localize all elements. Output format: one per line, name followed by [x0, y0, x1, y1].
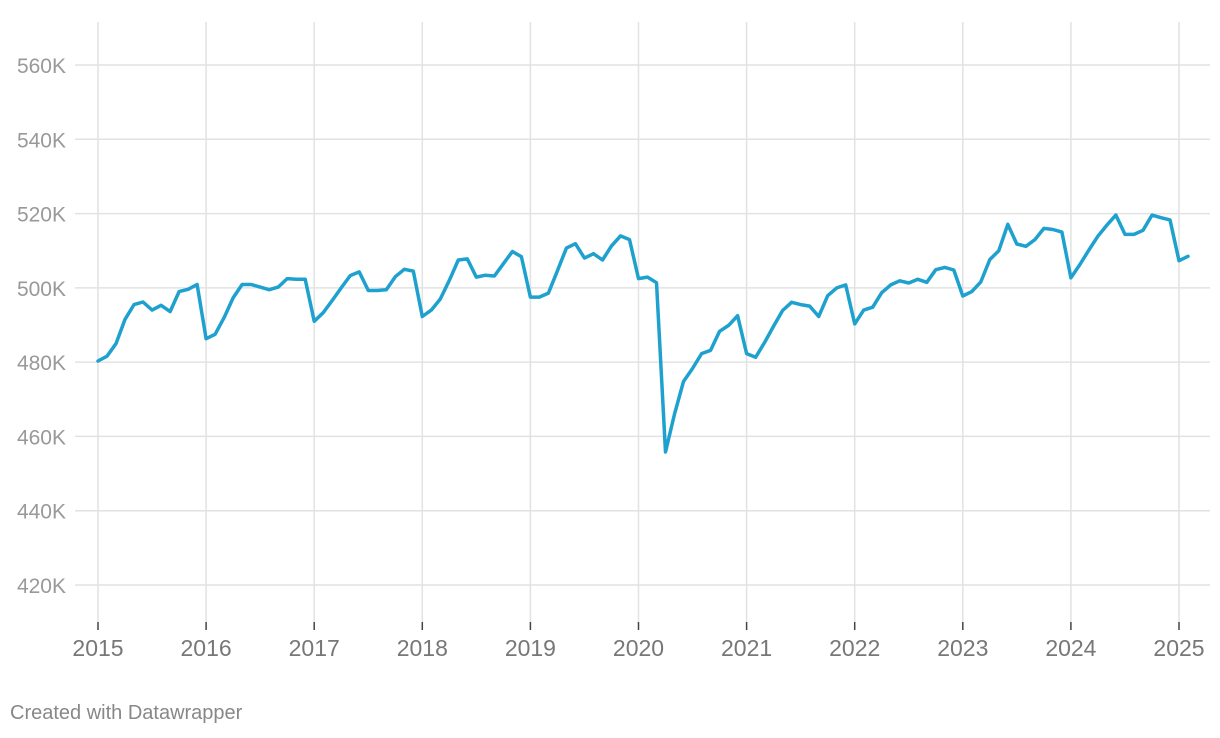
x-tick-label: 2016	[181, 635, 232, 661]
datawrapper-credit: Created with Datawrapper	[10, 702, 243, 724]
series-line	[96, 213, 1190, 454]
y-tick-label: 500K	[17, 278, 66, 301]
y-tick-label: 520K	[17, 204, 66, 227]
x-tick-label: 2024	[1045, 635, 1096, 661]
x-tick-label: 2018	[397, 635, 448, 661]
x-tick-label: 2017	[289, 635, 340, 661]
x-tick-label: 2022	[829, 635, 880, 661]
x-tick-label: 2021	[721, 635, 772, 661]
y-tick-label: 420K	[17, 575, 66, 598]
x-gridlines	[97, 22, 1180, 630]
x-tick-label: 2019	[505, 635, 556, 661]
x-axis-tick-labels: 2015 2016 2017 2018 2019 2020 2021 2022 2023 2024…	[72, 635, 1204, 661]
y-gridlines	[75, 64, 1210, 586]
x-tick-label: 2023	[937, 635, 988, 661]
y-tick-label: 440K	[17, 501, 66, 524]
x-tick-label: 2020	[613, 635, 664, 661]
x-tick-label: 2015	[72, 635, 123, 661]
x-tick-label: 2025	[1153, 635, 1204, 661]
y-tick-label: 480K	[17, 352, 66, 375]
y-tick-label: 540K	[17, 129, 66, 152]
y-tick-label: 460K	[17, 426, 66, 449]
y-tick-label: 560K	[17, 55, 66, 78]
y-axis-tick-labels: 420K 440K 460K 480K 500K 520K 540K 560K	[17, 55, 66, 598]
